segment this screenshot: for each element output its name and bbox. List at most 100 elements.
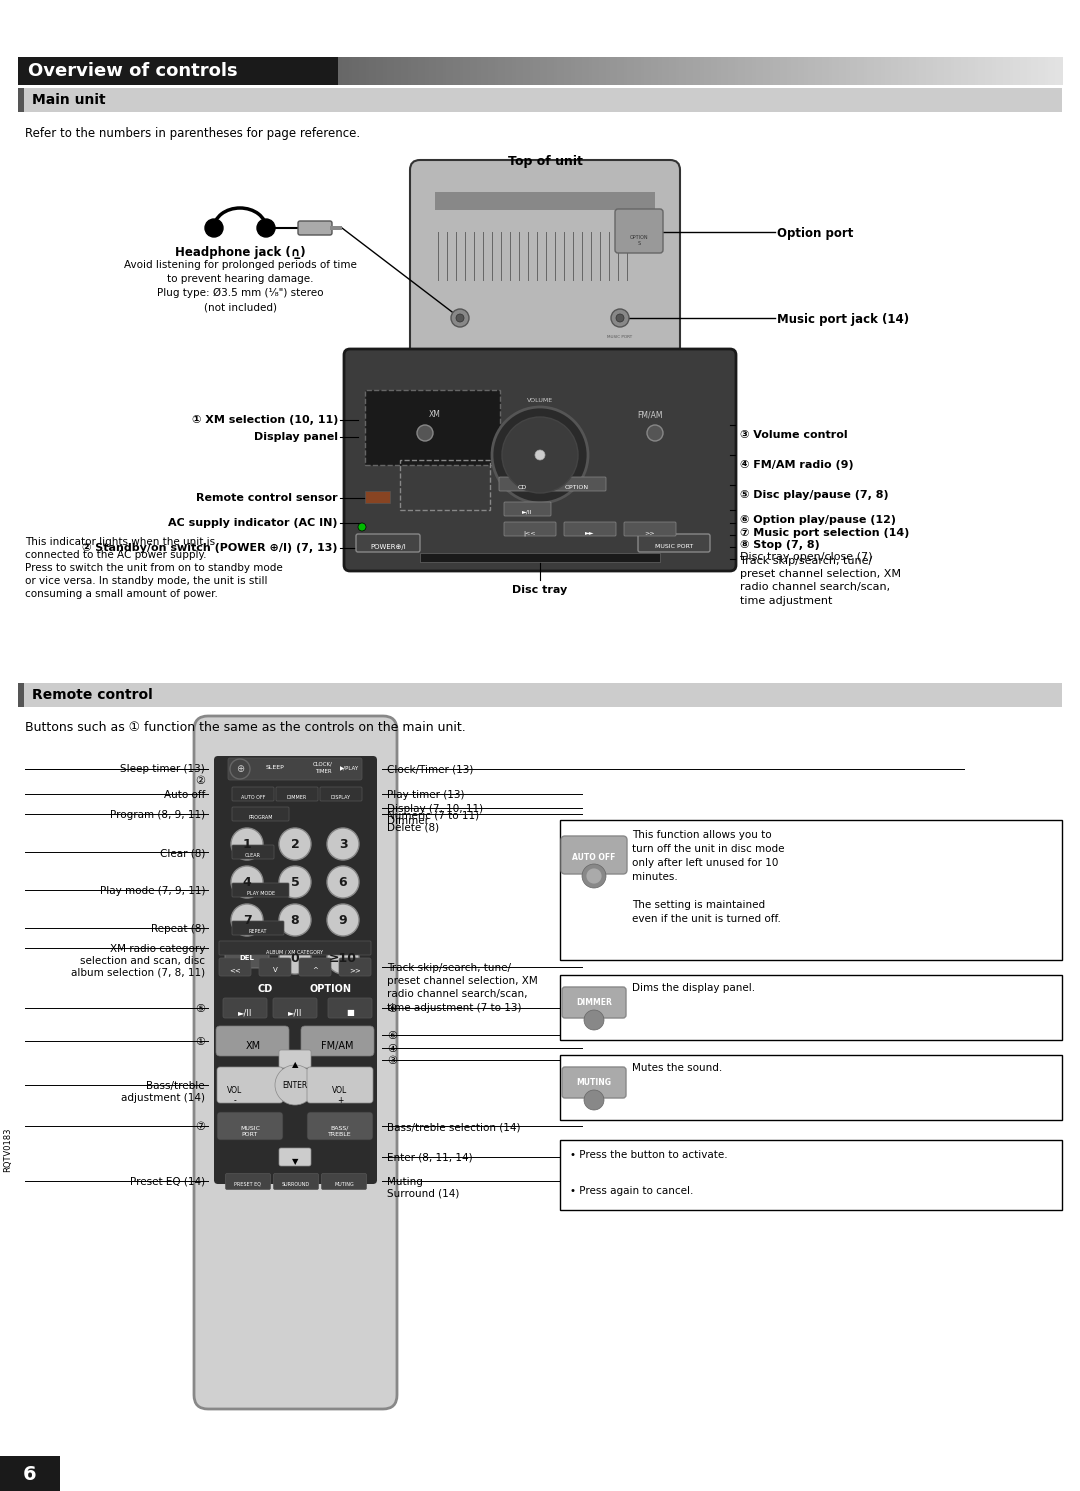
Bar [303,57,308,85]
Bar [363,57,367,85]
Bar [922,57,928,85]
Text: 6: 6 [339,875,348,889]
Bar [895,57,900,85]
Text: 2: 2 [291,838,299,850]
Bar [985,57,990,85]
Bar [899,57,903,85]
Circle shape [327,866,359,898]
Bar [867,57,872,85]
Bar [269,57,273,85]
Bar [993,57,997,85]
Bar [748,57,753,85]
Bar [421,57,427,85]
Text: Disc tray: Disc tray [512,584,568,595]
Bar [314,57,319,85]
Bar [488,57,492,85]
Text: ④: ④ [387,1044,397,1054]
Bar [540,57,544,85]
Bar [36,57,40,85]
Bar [725,57,729,85]
Text: ⊕: ⊕ [235,763,244,774]
Circle shape [451,309,469,327]
Bar [534,57,538,85]
Bar [296,57,301,85]
Bar [975,57,980,85]
Circle shape [357,523,366,531]
Bar [283,57,287,85]
Bar [158,57,162,85]
Bar [596,57,600,85]
Bar [947,57,951,85]
Bar [679,57,684,85]
Bar [18,683,24,707]
Bar [387,57,391,85]
Bar [380,57,384,85]
Bar [206,57,211,85]
Bar [961,57,966,85]
Bar [529,57,534,85]
FancyBboxPatch shape [279,1050,311,1068]
Circle shape [502,417,578,494]
Text: Display (7, 10, 11): Display (7, 10, 11) [387,804,483,814]
Bar [147,57,151,85]
Text: CD: CD [517,485,527,491]
Text: ►/II: ►/II [522,510,532,514]
Text: >>: >> [349,968,361,974]
FancyBboxPatch shape [232,845,274,859]
Bar [400,461,490,510]
Bar [366,57,370,85]
Bar [175,57,179,85]
Text: ▲: ▲ [292,1060,298,1069]
FancyBboxPatch shape [307,1068,373,1103]
Bar [606,57,610,85]
Bar [341,57,346,85]
Text: Play timer (13): Play timer (13) [387,790,464,801]
Circle shape [611,309,629,327]
Text: Surround (14): Surround (14) [387,1188,459,1199]
Bar [327,57,333,85]
Text: ① XM selection (10, 11): ① XM selection (10, 11) [191,414,338,425]
Bar [213,57,217,85]
Bar [1044,57,1049,85]
FancyBboxPatch shape [301,1026,374,1056]
Text: Press to switch the unit from on to standby mode
or vice versa. In standby mode,: Press to switch the unit from on to stan… [25,564,283,599]
Bar [856,57,861,85]
Bar [968,57,972,85]
Bar [609,57,615,85]
Bar [355,57,360,85]
Bar [481,57,485,85]
Bar [731,57,735,85]
Circle shape [275,1065,315,1105]
Bar [418,57,422,85]
Bar [766,57,771,85]
Text: AUTO OFF: AUTO OFF [572,853,616,862]
Text: VOL
+: VOL + [333,1085,348,1105]
Text: ■: ■ [346,1008,354,1017]
Bar [108,57,113,85]
Bar [167,57,172,85]
FancyBboxPatch shape [345,349,735,571]
FancyBboxPatch shape [225,948,269,968]
Text: XM: XM [429,410,441,419]
Text: SLEEP: SLEEP [266,765,284,769]
Text: Remote control sensor: Remote control sensor [197,494,338,502]
Circle shape [584,1090,604,1109]
Bar [346,57,350,85]
Text: XM: XM [245,1041,260,1051]
Bar [561,820,1062,960]
Text: XM radio category
selection and scan, disc
album selection (7, 8, 11): XM radio category selection and scan, di… [71,944,205,977]
Circle shape [257,219,275,237]
Text: MUSIC PORT: MUSIC PORT [654,544,693,549]
Bar [18,88,24,112]
Text: RQTV0183: RQTV0183 [3,1127,13,1172]
Text: CLOCK/: CLOCK/ [313,762,333,766]
Text: BASS/
TREBLE: BASS/ TREBLE [328,1126,352,1136]
Circle shape [327,904,359,936]
Text: OPTION: OPTION [309,984,351,994]
Bar [390,57,395,85]
FancyBboxPatch shape [222,997,267,1018]
Text: Headphone jack (∩̲): Headphone jack (∩̲) [175,246,306,259]
FancyBboxPatch shape [217,1112,283,1141]
Text: Overview of controls: Overview of controls [28,63,238,81]
Text: ▶/PLAY: ▶/PLAY [340,765,360,769]
